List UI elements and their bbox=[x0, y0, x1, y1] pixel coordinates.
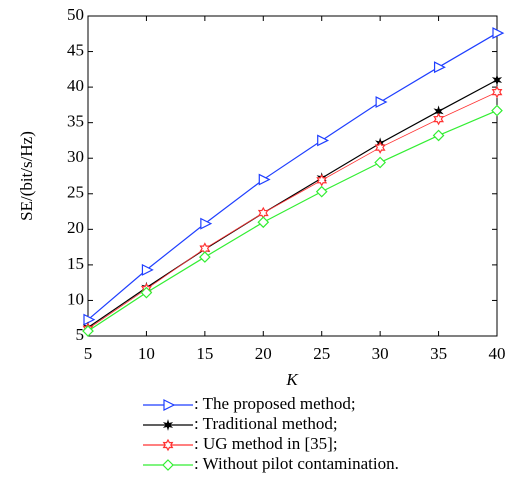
x-tick-label: 15 bbox=[196, 344, 213, 363]
data-point bbox=[140, 286, 153, 299]
data-point bbox=[375, 96, 388, 109]
data-point bbox=[317, 134, 330, 147]
data-point bbox=[315, 185, 328, 198]
data-point bbox=[199, 251, 211, 263]
legend-marker bbox=[162, 438, 174, 452]
series-line bbox=[87, 91, 498, 330]
data-point bbox=[491, 85, 503, 99]
data-point bbox=[374, 156, 386, 169]
series-line bbox=[87, 79, 498, 328]
data-point bbox=[258, 173, 271, 186]
x-tick-label: 40 bbox=[489, 344, 506, 363]
data-point bbox=[491, 74, 503, 86]
data-point bbox=[82, 325, 94, 337]
y-tick-label: 40 bbox=[67, 76, 84, 95]
data-point bbox=[374, 141, 386, 154]
legend-label: : Without pilot contamination. bbox=[194, 454, 399, 473]
legend-marker bbox=[162, 459, 174, 471]
x-tick-label: 25 bbox=[313, 344, 330, 363]
series-line bbox=[87, 32, 498, 321]
y-axis-label: SE/(bit/s/Hz) bbox=[17, 131, 36, 221]
legend-label: : The proposed method; bbox=[194, 394, 356, 413]
y-tick-label: 25 bbox=[67, 183, 84, 202]
x-tick-label: 5 bbox=[84, 344, 93, 363]
data-point bbox=[83, 313, 96, 326]
data-point bbox=[200, 217, 213, 230]
y-tick-label: 10 bbox=[67, 289, 84, 308]
data-point bbox=[433, 112, 444, 126]
y-tick-label: 20 bbox=[67, 218, 84, 237]
data-point bbox=[432, 129, 445, 142]
series-line bbox=[87, 110, 498, 332]
x-tick-label: 30 bbox=[372, 344, 389, 363]
data-point bbox=[492, 27, 505, 40]
y-tick-label: 50 bbox=[67, 5, 84, 24]
data-point bbox=[433, 61, 446, 74]
y-tick-label: 30 bbox=[67, 147, 84, 166]
data-point bbox=[257, 216, 270, 229]
x-axis-label: K bbox=[285, 370, 299, 389]
legend-marker bbox=[163, 399, 176, 411]
legend-label: : UG method in [35]; bbox=[194, 434, 338, 453]
plot-frame bbox=[87, 15, 498, 337]
legend-marker bbox=[162, 419, 174, 431]
data-point bbox=[141, 263, 154, 276]
x-tick-label: 35 bbox=[430, 344, 447, 363]
data-point bbox=[491, 104, 503, 117]
y-tick-label: 5 bbox=[76, 325, 85, 344]
y-tick-label: 45 bbox=[67, 40, 84, 59]
y-tick-label: 15 bbox=[67, 254, 84, 273]
data-point bbox=[316, 174, 328, 187]
legend-label: : Traditional method; bbox=[194, 414, 338, 433]
x-tick-label: 10 bbox=[138, 344, 155, 363]
x-tick-label: 20 bbox=[255, 344, 272, 363]
y-tick-label: 35 bbox=[67, 112, 84, 131]
